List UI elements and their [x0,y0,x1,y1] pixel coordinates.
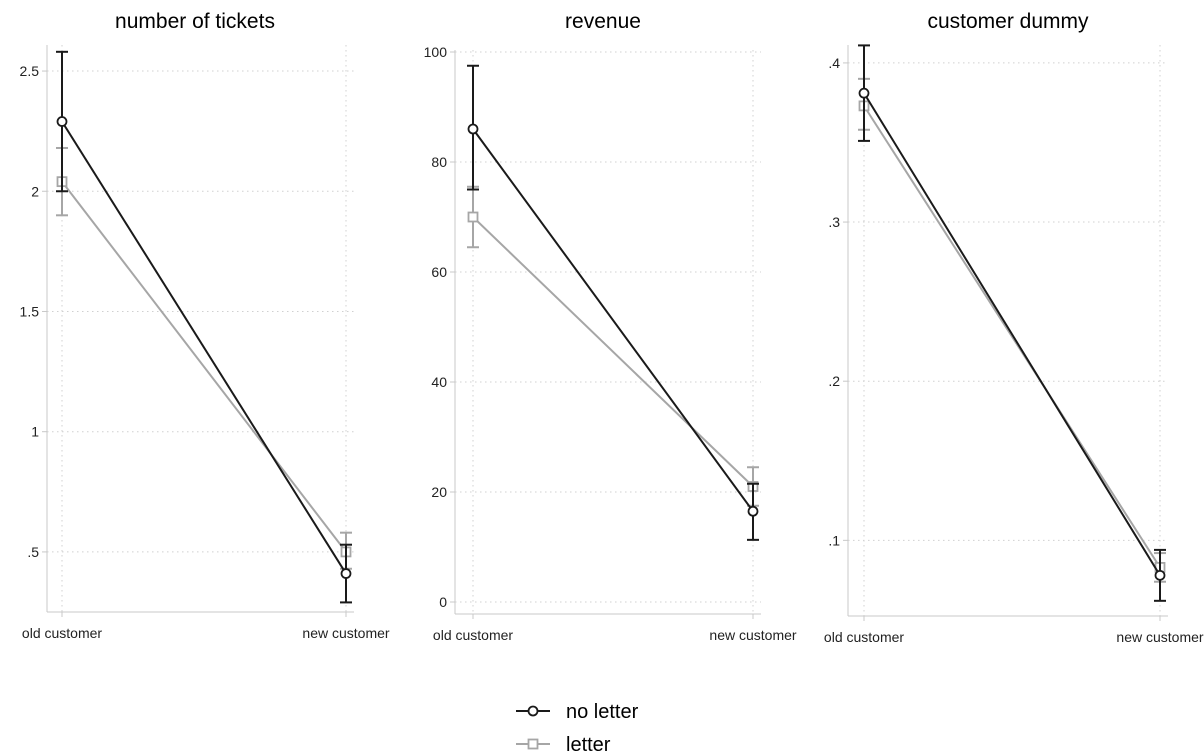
data-point [467,123,479,135]
series-no-letter [467,64,759,541]
y-tick-label: 40 [431,374,447,390]
data-point [56,116,68,127]
x-tick-label: old customer [433,627,513,643]
legend-item-no-letter: no letter [516,701,639,723]
y-tick-label: 0 [439,594,447,610]
series-line [472,216,754,488]
y-tick-label: .5 [27,544,39,560]
legend-label: no letter [566,701,639,723]
panel-2: revenue 0 20 40 60 80 100 old customer new custo… [424,10,797,643]
legend-marker [527,705,539,717]
y-tick-label: .1 [828,532,840,548]
series-line [61,121,347,575]
panel-title: number of tickets [115,10,275,33]
series-line [61,181,347,553]
y-tick-label: 80 [431,154,447,170]
legend-marker [527,738,539,750]
y-tick-label: 1 [31,424,39,440]
data-point [1154,569,1166,581]
y-tick-label: 2 [31,183,39,199]
series-letter [467,185,759,507]
chart-panels: number of tickets .5 1 1.5 2 2.5 old customer n… [20,10,1204,645]
y-tick-label: 2.5 [20,63,40,79]
legend-item-letter: letter [516,734,611,755]
series-no-letter [858,44,1166,602]
y-tick-label: .3 [828,214,840,230]
y-tick-label: .2 [828,373,840,389]
series-line [863,92,1161,576]
data-point [858,87,870,99]
legend-label: letter [566,734,611,755]
x-tick-label: new customer [1116,629,1203,645]
y-tick-label: 20 [431,484,447,500]
panel-3: customer dummy .1 .2 .3 .4 old customer new cu… [824,10,1204,645]
panel-title: customer dummy [927,10,1089,33]
legend: no letter letter [516,701,639,755]
panel-title: revenue [565,10,641,33]
data-point [467,211,479,223]
x-tick-label: old customer [22,625,102,641]
x-tick-label: old customer [824,629,904,645]
series-no-letter [56,50,352,604]
series-letter [858,77,1166,583]
y-tick-label: 60 [431,264,447,280]
y-tick-label: 100 [424,44,448,60]
y-tick-label: .4 [828,55,840,71]
panel-1: number of tickets .5 1 1.5 2 2.5 old customer n… [20,10,390,641]
series-letter [56,146,352,570]
series-line [472,128,754,512]
x-tick-label: new customer [302,625,389,641]
x-tick-label: new customer [709,627,796,643]
y-tick-label: 1.5 [20,303,40,319]
series-line [863,105,1161,568]
data-point [340,568,352,579]
data-point [747,505,759,517]
